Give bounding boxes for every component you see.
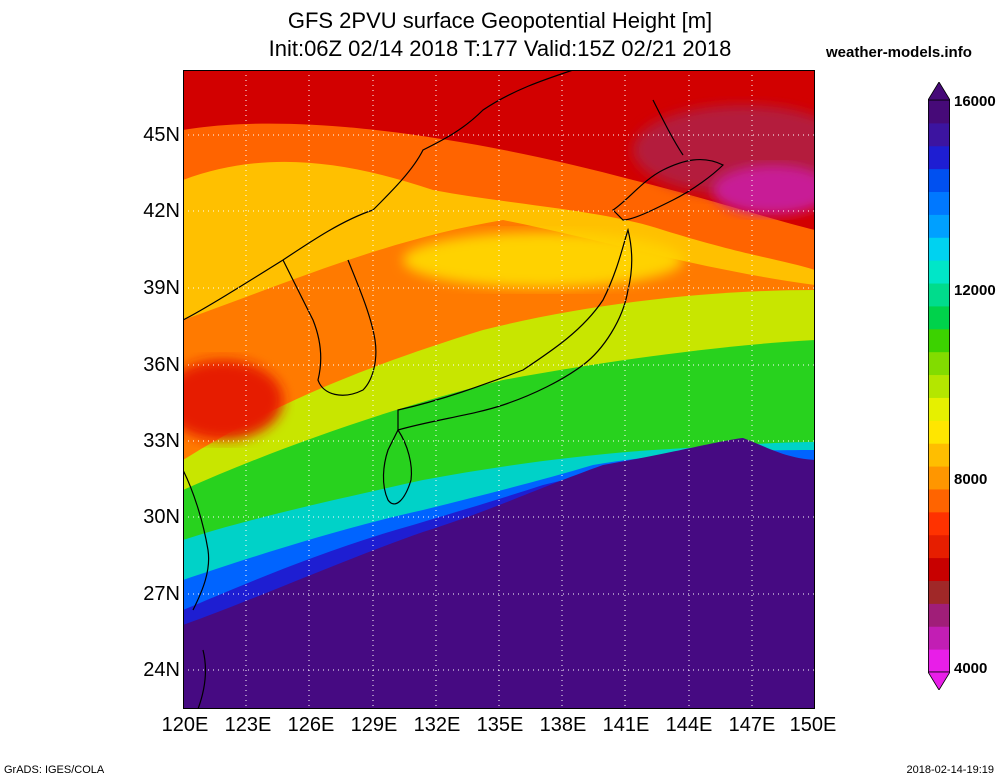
colorbar-label-16000: 16000 xyxy=(954,93,996,110)
colorbar-segment xyxy=(928,328,950,353)
lon-label-144e: 144E xyxy=(665,714,713,736)
lat-label-33n: 33N xyxy=(143,430,180,452)
colorbar-segment xyxy=(928,488,950,513)
colorbar-segment xyxy=(928,214,950,238)
china-coast-south xyxy=(183,469,210,611)
coastlines xyxy=(183,70,725,709)
lon-label-120e: 120E xyxy=(161,714,209,736)
lat-label-39n: 39N xyxy=(143,277,180,299)
lon-label-147e: 147E xyxy=(728,714,776,736)
lat-label-30n: 30N xyxy=(143,506,180,528)
colorbar-label-4000: 4000 xyxy=(954,660,988,677)
colorbar-segment xyxy=(928,626,950,650)
kyushu-coastline xyxy=(382,428,413,505)
colorbar-bottom-arrow xyxy=(928,671,950,690)
field-minimum-northeast xyxy=(713,165,815,215)
colorbar-top-arrow xyxy=(928,82,950,101)
korea-coastline xyxy=(282,259,377,396)
colorbar xyxy=(928,82,950,690)
lat-label-24n: 24N xyxy=(143,659,180,681)
lon-label-123e: 123E xyxy=(224,714,272,736)
colorbar-segment xyxy=(928,580,950,604)
lat-label-42n: 42N xyxy=(143,200,180,222)
colorbar-segment xyxy=(928,397,950,421)
lat-label-27n: 27N xyxy=(143,583,180,605)
colorbar-segment xyxy=(928,237,950,261)
colorbar-segment xyxy=(928,511,950,536)
honshu-coastline xyxy=(397,227,633,431)
colorbar-segment xyxy=(928,283,950,307)
colorbar-segment xyxy=(928,443,950,467)
lon-label-135e: 135E xyxy=(476,714,524,736)
colorbar-segment xyxy=(928,557,950,581)
colorbar-segment xyxy=(928,351,950,376)
lon-label-150e: 150E xyxy=(789,714,837,736)
lon-label-129e: 129E xyxy=(350,714,398,736)
geopotential-map xyxy=(183,70,815,709)
lat-label-36n: 36N xyxy=(143,354,180,376)
field-yellow-centre xyxy=(403,232,683,288)
colorbar-segment xyxy=(928,534,950,559)
lon-label-138e: 138E xyxy=(539,714,587,736)
colorbar-label-8000: 8000 xyxy=(954,471,988,488)
hokkaido-coastline xyxy=(612,159,725,221)
footer-software: GrADS: IGES/COLA xyxy=(4,764,105,776)
lon-label-141e: 141E xyxy=(602,714,650,736)
colorbar-segment xyxy=(928,168,950,193)
lat-label-45n: 45N xyxy=(143,124,180,146)
graticule xyxy=(183,70,815,709)
colorbar-segment xyxy=(928,191,950,215)
colorbar-segment xyxy=(928,420,950,444)
colorbar-segment xyxy=(928,603,950,627)
map-subtitle: Init:06Z 02/14 2018 T:177 Valid:15Z 02/2… xyxy=(268,36,732,61)
sakhalin-coastline xyxy=(652,99,684,156)
colorbar-segment xyxy=(928,122,950,147)
lon-label-132e: 132E xyxy=(413,714,461,736)
colorbar-segment xyxy=(928,374,950,398)
colorbar-segment xyxy=(928,100,950,124)
field-red-west xyxy=(183,360,283,440)
colorbar-label-12000: 12000 xyxy=(954,282,996,299)
asia-coastline xyxy=(183,70,574,321)
colorbar-segment xyxy=(928,649,950,673)
lon-label-126e: 126E xyxy=(287,714,335,736)
colorbar-segment xyxy=(928,145,950,170)
credit-label: weather-models.info xyxy=(826,44,972,61)
footer-timestamp: 2018-02-14-19:19 xyxy=(906,764,994,776)
field-band-indigo xyxy=(183,438,815,709)
colorbar-segment xyxy=(928,260,950,284)
colorbar-segment xyxy=(928,466,950,490)
map-title: GFS 2PVU surface Geopotential Height [m] xyxy=(287,8,713,33)
map-frame xyxy=(183,70,815,709)
taiwan-coastline xyxy=(197,649,207,709)
colorbar-segment xyxy=(928,305,950,330)
